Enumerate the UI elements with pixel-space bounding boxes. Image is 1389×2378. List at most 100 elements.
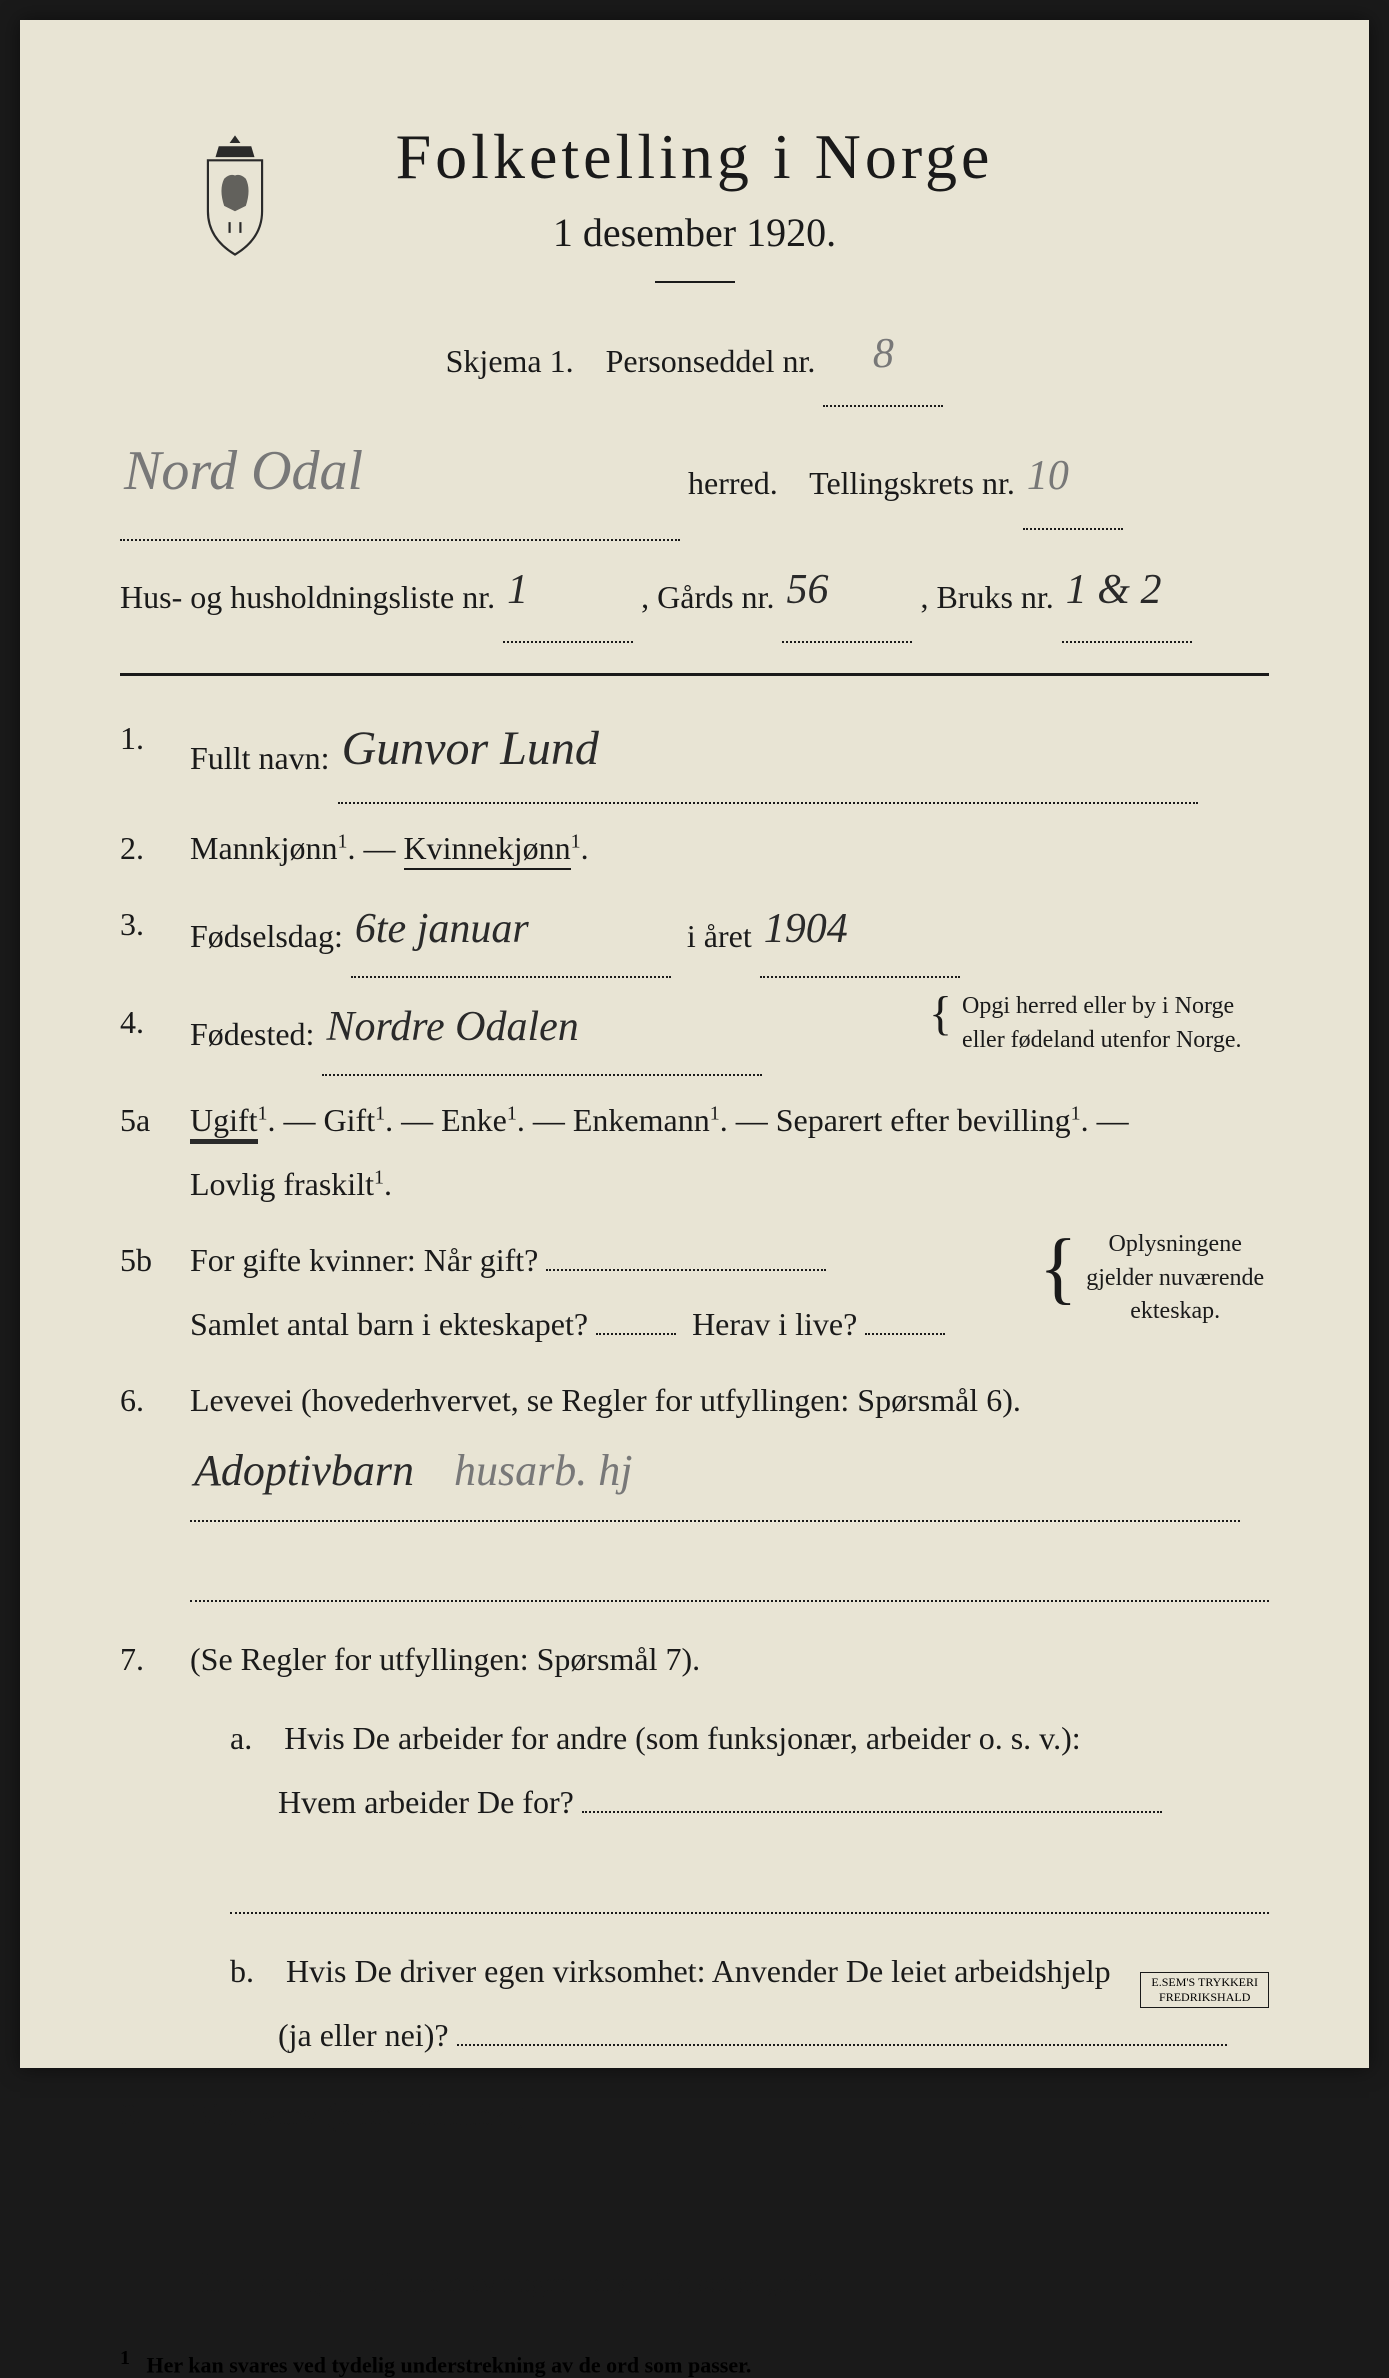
q5b-note-line1: Oplysningene <box>1109 1231 1242 1257</box>
q5b-row: 5b For gifte kvinner: Når gift? Samlet a… <box>120 1228 1269 1356</box>
q5a-lovlig: Lovlig fraskilt <box>190 1166 374 1202</box>
q5a-gift: Gift <box>324 1102 376 1138</box>
tellingskrets-nr: 10 <box>1027 430 1069 522</box>
q2-mann: Mannkjønn <box>190 830 338 866</box>
skjema-line: Skjema 1. Personseddel nr. 8 <box>120 313 1269 407</box>
q4-field: Nordre Odalen <box>322 990 762 1076</box>
q7b-label: b. <box>230 1953 254 1989</box>
q5b-barn-field <box>596 1333 676 1335</box>
q3-num: 3. <box>120 892 190 978</box>
q8-field <box>534 2123 1214 2125</box>
q6-field-line2 <box>190 1552 1269 1602</box>
q8-note: Har man ingen biinntekt av nogen betydni… <box>190 2256 1269 2312</box>
q4-row: 4. Fødested: Nordre Odalen { Opgi herred… <box>120 990 1269 1076</box>
q7a-text2: Hvem arbeider De for? <box>278 1784 574 1820</box>
norwegian-crest-icon <box>180 130 290 260</box>
q2-row: 2. Mannkjønn1. — Kvinnekjønn1. <box>120 816 1269 880</box>
q7b-text1: Hvis De driver egen virksomhet: Anvender… <box>286 1953 1111 1989</box>
q1-field: Gunvor Lund <box>338 706 1198 804</box>
q6-label: Levevei (hovederhvervet, se Regler for u… <box>190 1382 1021 1418</box>
q5b-line2a: Samlet antal barn i ekteskapet? <box>190 1306 588 1342</box>
q5b-note: { Oplysningene gjelder nuværende ekteska… <box>1039 1228 1269 1329</box>
q3-year: 1904 <box>764 887 848 971</box>
q5a-enkemann: Enkemann <box>573 1102 710 1138</box>
header-divider <box>655 281 735 283</box>
husliste-line: Hus- og husholdningsliste nr. 1 , Gårds … <box>120 549 1269 643</box>
q8-row: 8. Bierhverv (eller biinntekt) Har man i… <box>120 2082 1269 2312</box>
printer-line2: FREDRIKSHALD <box>1151 1990 1258 2005</box>
tellingskrets-label: Tellingskrets nr. <box>809 465 1015 501</box>
q5b-num: 5b <box>120 1228 190 1356</box>
q5b-line1: For gifte kvinner: Når gift? <box>190 1242 538 1278</box>
gards-label: , Gårds nr. <box>641 579 774 615</box>
footnote-text: Her kan svares ved tydelig understreknin… <box>147 2352 752 2377</box>
q3-year-label: i året <box>687 918 752 954</box>
q5b-note-line3: ekteskap. <box>1130 1298 1220 1324</box>
q3-year-field: 1904 <box>760 892 960 978</box>
printer-box: E.SEM'S TRYKKERI FREDRIKSHALD <box>1140 1972 1269 2008</box>
q4-value: Nordre Odalen <box>326 985 578 1069</box>
q7-label: (Se Regler for utfyllingen: Spørsmål 7). <box>190 1641 700 1677</box>
subtitle-date: 1 desember 1920. <box>120 209 1269 256</box>
q5a-ugift: Ugift <box>190 1102 258 1144</box>
personseddel-nr: 8 <box>873 308 894 400</box>
herred-value: Nord Odal <box>124 410 363 533</box>
q4-note-line2: eller fødeland utenfor Norge. <box>962 1027 1241 1053</box>
personseddel-label: Personseddel nr. <box>606 343 816 379</box>
q3-day: 6te januar <box>355 887 529 971</box>
footnote: 1 Her kan svares ved tydelig understrekn… <box>120 2337 1269 2378</box>
q5b-line2b: Herav i live? <box>692 1306 857 1342</box>
q7a-field <box>582 1811 1162 1813</box>
q6-value: Adoptivbarn <box>194 1427 414 1515</box>
form-header: Folketelling i Norge 1 desember 1920. <box>120 120 1269 283</box>
tellingskrets-field: 10 <box>1023 435 1123 529</box>
main-divider <box>120 673 1269 676</box>
personseddel-nr-field: 8 <box>823 313 943 407</box>
q5b-note-line2: gjelder nuværende <box>1086 1265 1264 1291</box>
q7-num: 7. <box>120 1627 190 2067</box>
gards-field: 56 <box>782 549 912 643</box>
printer-line1: E.SEM'S TRYKKERI <box>1151 1975 1258 1990</box>
q1-num: 1. <box>120 706 190 804</box>
q2-kvinne: Kvinnekjønn <box>404 830 571 870</box>
q7a-field-line2 <box>230 1864 1269 1914</box>
q8-label: Bierhverv (eller biinntekt) <box>190 2096 526 2132</box>
skjema-label: Skjema 1. <box>446 343 574 379</box>
husliste-field: 1 <box>503 549 633 643</box>
herred-label: herred. <box>688 465 778 501</box>
q5b-gift-field <box>546 1269 826 1271</box>
q5b-live-field <box>865 1333 945 1335</box>
q1-row: 1. Fullt navn: Gunvor Lund <box>120 706 1269 804</box>
bruks-nr: 1 & 2 <box>1066 544 1162 636</box>
q4-num: 4. <box>120 990 190 1076</box>
q6-row: 6. Levevei (hovederhvervet, se Regler fo… <box>120 1368 1269 1602</box>
q3-day-field: 6te januar <box>351 892 671 978</box>
q1-label: Fullt navn: <box>190 740 330 776</box>
q4-note: { Opgi herred eller by i Norge eller fød… <box>929 990 1269 1057</box>
q4-label: Fødested: <box>190 1016 314 1052</box>
main-title: Folketelling i Norge <box>120 120 1269 194</box>
q7a-label: a. <box>230 1720 252 1756</box>
q3-row: 3. Fødselsdag: 6te januar i året 1904 <box>120 892 1269 978</box>
bruks-label: , Bruks nr. <box>920 579 1053 615</box>
q4-note-line1: Opgi herred eller by i Norge <box>962 993 1234 1019</box>
husliste-label: Hus- og husholdningsliste nr. <box>120 579 495 615</box>
footnote-marker: 1 <box>120 2347 130 2369</box>
q7-row: 7. (Se Regler for utfyllingen: Spørsmål … <box>120 1627 1269 2067</box>
q7b-field <box>457 2044 1227 2046</box>
q2-num: 2. <box>120 816 190 880</box>
q5a-separert: Separert efter bevilling <box>776 1102 1071 1138</box>
q3-label: Fødselsdag: <box>190 918 343 954</box>
q1-value: Gunvor Lund <box>342 701 599 797</box>
q8-field-line2 <box>190 2176 1269 2226</box>
herred-line: Nord Odal herred. Tellingskrets nr. 10 <box>120 415 1269 540</box>
q6-num: 6. <box>120 1368 190 1602</box>
bruks-field: 1 & 2 <box>1062 549 1192 643</box>
herred-field: Nord Odal <box>120 415 680 540</box>
q5a-enke: Enke <box>441 1102 507 1138</box>
q5a-row: 5a Ugift1. — Gift1. — Enke1. — Enkemann1… <box>120 1088 1269 1216</box>
husliste-nr: 1 <box>507 544 528 636</box>
q8-num: 8. <box>120 2082 190 2312</box>
q5a-num: 5a <box>120 1088 190 1216</box>
q6-field: Adoptivbarn husarb. hj <box>190 1432 1240 1522</box>
